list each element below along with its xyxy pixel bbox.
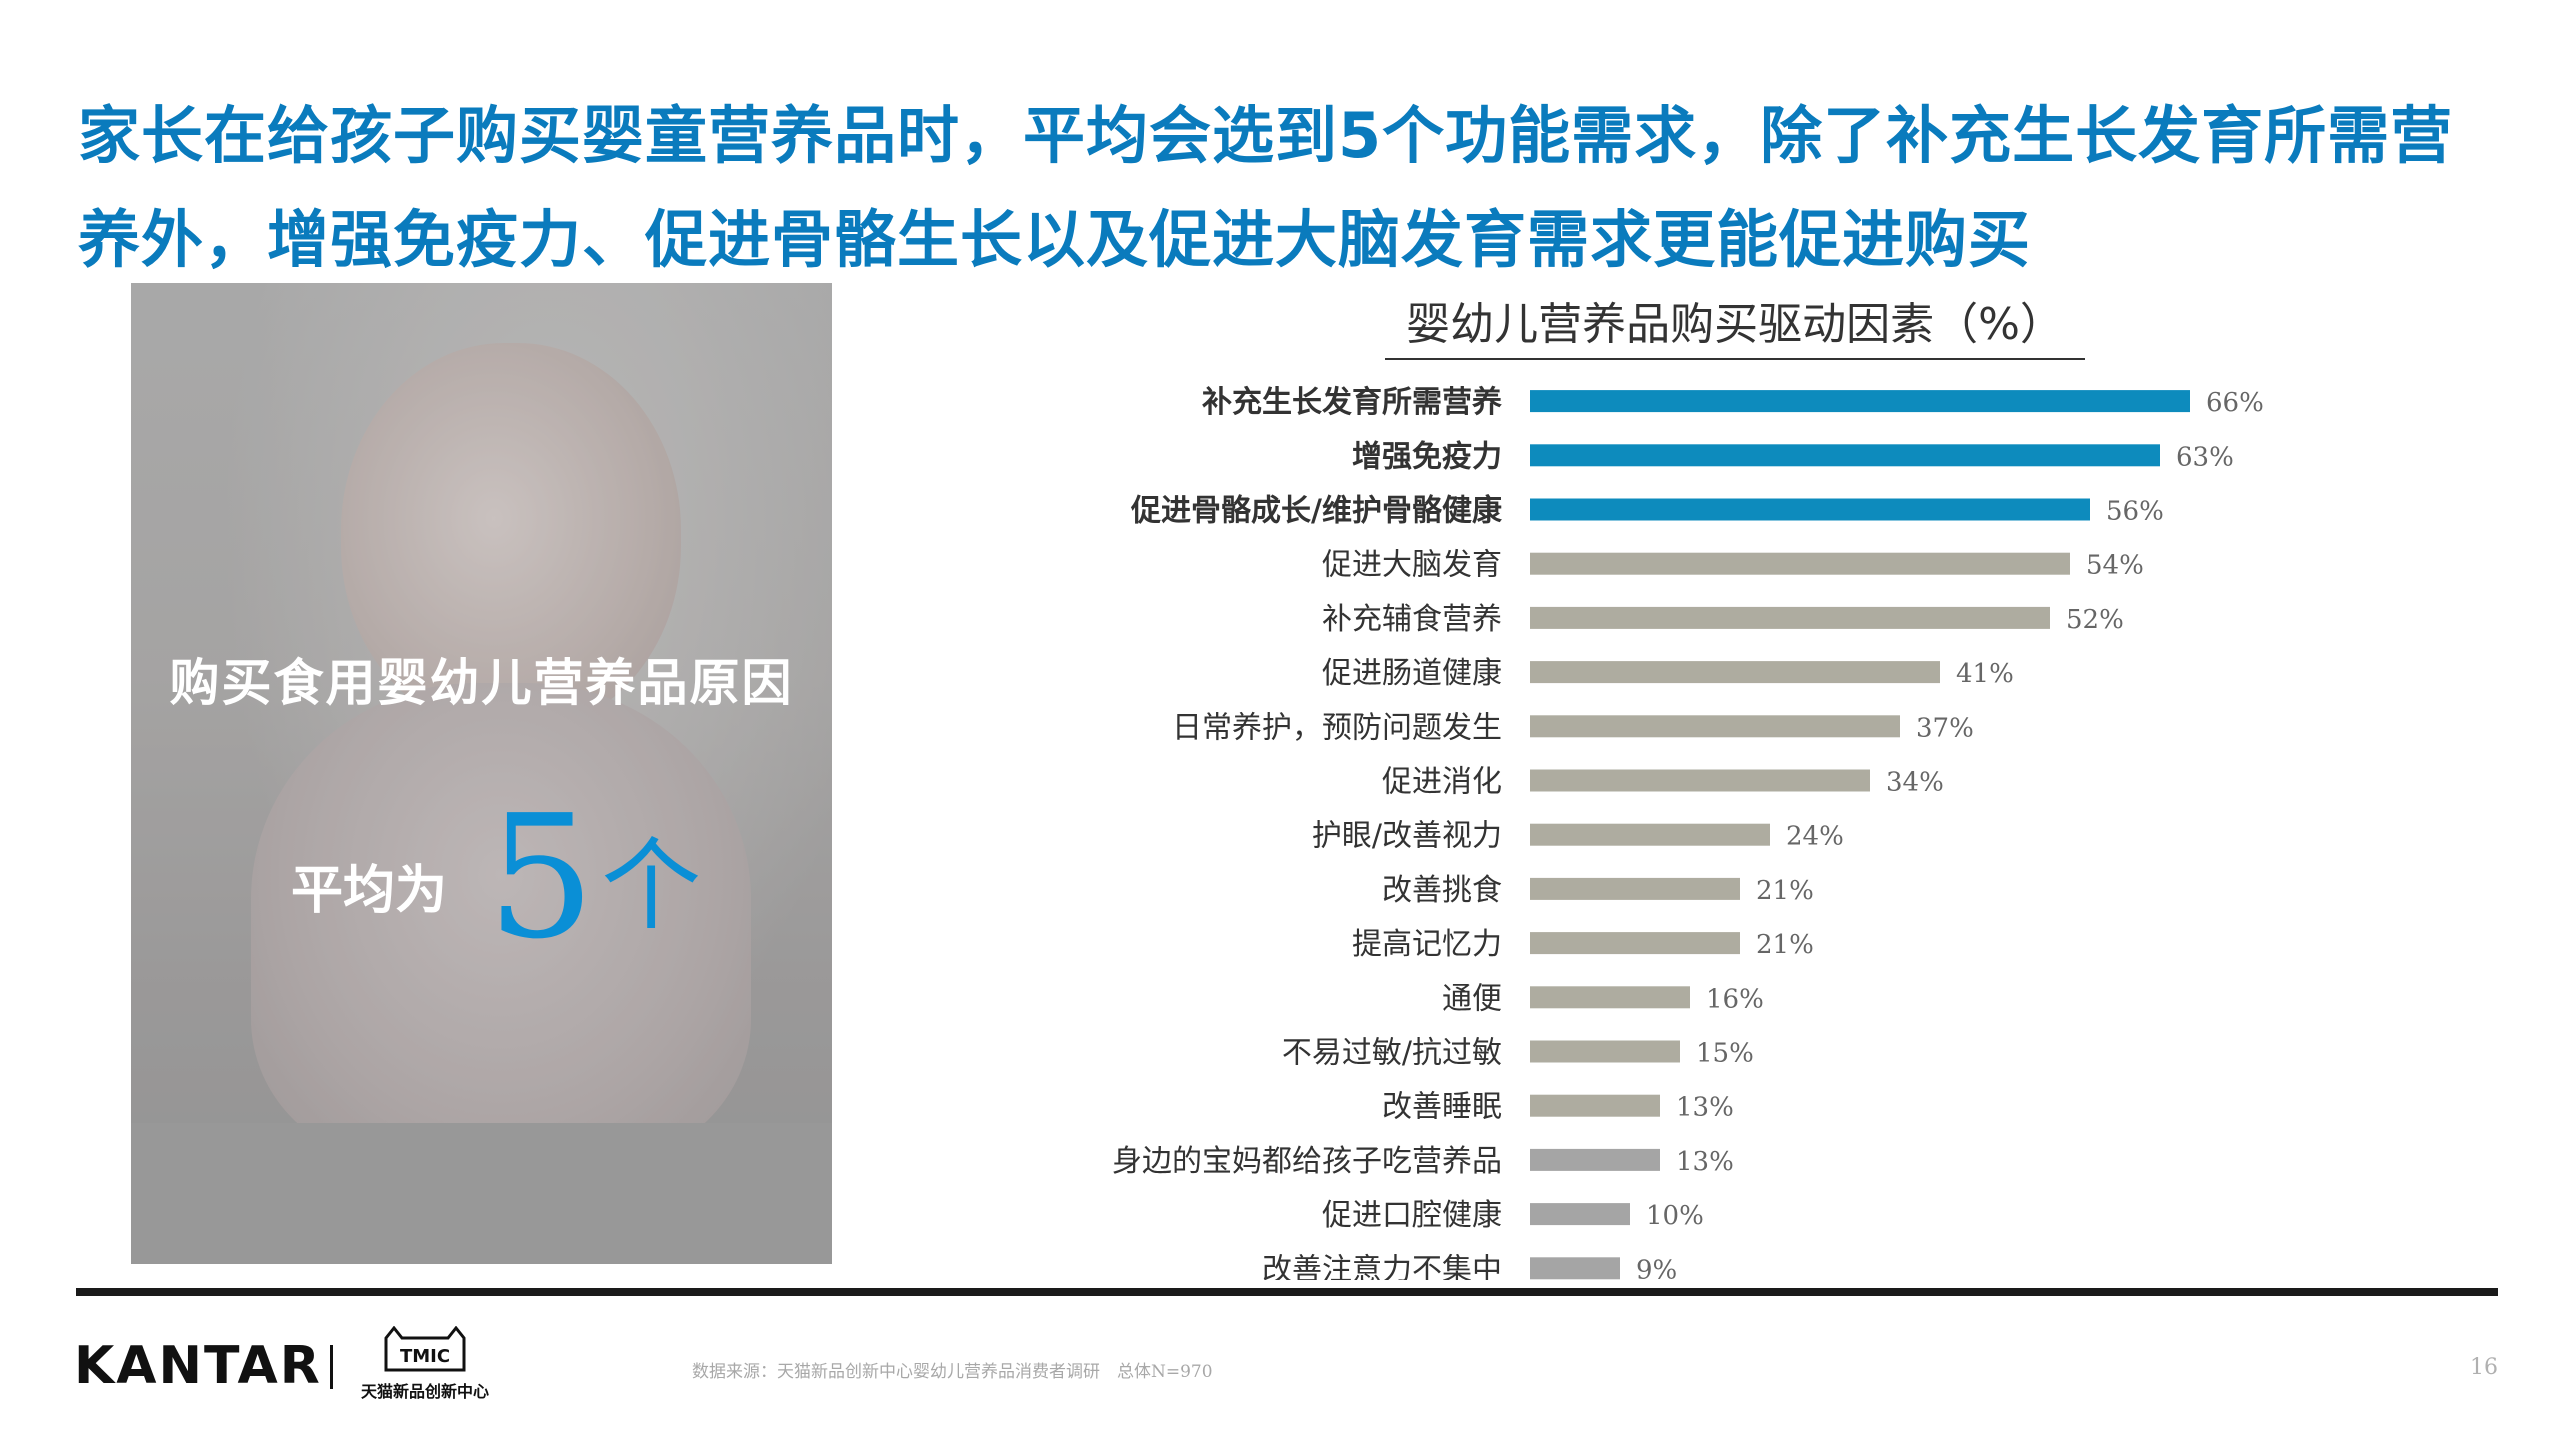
bar [1530, 769, 1870, 792]
bar [1530, 444, 2160, 467]
average-callout: 平均为 5 个 [291, 783, 701, 963]
chart-title: 婴幼儿营养品购买驱动因素（%） [1385, 288, 2085, 360]
category-label: 改善注意力不集中 [1262, 1252, 1502, 1280]
data-source-note: 数据来源：天猫新品创新中心婴幼儿营养品消费者调研 总体N=970 [692, 1362, 1213, 1382]
category-label: 不易过敏/抗过敏 [1282, 1036, 1502, 1071]
bar [1530, 823, 1770, 846]
category-label: 提高记忆力 [1352, 927, 1502, 962]
value-label: 56% [2106, 497, 2164, 527]
bar [1530, 932, 1740, 955]
value-label: 21% [1756, 930, 1814, 960]
category-label: 促进肠道健康 [1322, 656, 1502, 691]
category-label: 身边的宝妈都给孩子吃营养品 [1112, 1144, 1502, 1179]
value-label: 15% [1696, 1039, 1754, 1069]
category-label: 促进消化 [1382, 765, 1502, 800]
category-label: 改善睡眠 [1382, 1090, 1502, 1125]
baby-body-shape [251, 683, 751, 1163]
category-label: 增强免疫力 [1352, 439, 1502, 474]
bar [1530, 552, 2070, 575]
value-label: 10% [1646, 1201, 1704, 1231]
tmic-subtitle: 天猫新品创新中心 [360, 1382, 489, 1401]
bar [1530, 877, 1740, 900]
value-label: 9% [1636, 1255, 1677, 1280]
logo-separator [330, 1345, 333, 1389]
value-label: 21% [1756, 876, 1814, 906]
value-label: 24% [1786, 822, 1844, 852]
category-label: 补充辅食营养 [1322, 602, 1502, 637]
tmic-logo: TMIC 天猫新品创新中心 [350, 1326, 500, 1406]
bar [1530, 390, 2190, 413]
value-label: 54% [2086, 551, 2144, 581]
average-unit: 个 [601, 827, 702, 944]
bar [1530, 1040, 1680, 1063]
value-label: 37% [1916, 713, 1974, 743]
bar [1530, 715, 1900, 738]
bar [1530, 606, 2050, 629]
category-label: 补充生长发育所需营养 [1202, 385, 1502, 420]
kantar-logo: KANTAR [74, 1336, 322, 1396]
value-label: 16% [1706, 984, 1764, 1014]
value-label: 13% [1676, 1093, 1734, 1123]
category-label: 通便 [1442, 981, 1502, 1016]
category-label: 促进口腔健康 [1322, 1198, 1502, 1233]
bar [1530, 1203, 1630, 1226]
headline: 家长在给孩子购买婴童营养品时，平均会选到5个功能需求，除了补充生长发育所需营养外… [78, 99, 2454, 276]
category-label: 促进骨骼成长/维护骨骼健康 [1130, 494, 1503, 529]
bar-chart: 补充生长发育所需营养 66% 增强免疫力 63% 促进骨骼成长/维护骨骼健康 56% 促进大… [1112, 385, 2264, 1280]
tmic-logo-text: TMIC [400, 1346, 450, 1367]
value-label: 34% [1886, 768, 1944, 798]
photo-overlay [131, 283, 832, 1264]
value-label: 41% [1956, 659, 2014, 689]
footer-divider [76, 1288, 2498, 1296]
category-label: 日常养护，预防问题发生 [1172, 710, 1502, 745]
tmic-cat-icon: TMIC [384, 1326, 466, 1372]
baby-head-shape [341, 343, 681, 733]
category-label: 改善挑食 [1382, 873, 1502, 908]
value-label: 63% [2176, 442, 2234, 472]
bar [1530, 1257, 1620, 1280]
page-number: 16 [2470, 1355, 2498, 1380]
bar [1530, 986, 1690, 1009]
average-value: 5 [487, 779, 596, 977]
bar [1530, 661, 1940, 684]
value-label: 13% [1676, 1147, 1734, 1177]
average-label: 平均为 [291, 861, 448, 921]
category-label: 护眼/改善视力 [1312, 819, 1502, 854]
category-label: 促进大脑发育 [1322, 548, 1502, 583]
bar [1530, 498, 2090, 521]
value-label: 66% [2206, 388, 2264, 418]
panel-title: 购买食用婴幼儿营养品原因 [169, 654, 794, 712]
photo-floor [131, 1123, 832, 1264]
baby-photo-panel: 购买食用婴幼儿营养品原因 平均为 5 个 [131, 283, 832, 1264]
value-label: 52% [2066, 605, 2124, 635]
bar [1530, 1094, 1660, 1117]
bar [1530, 1148, 1660, 1171]
